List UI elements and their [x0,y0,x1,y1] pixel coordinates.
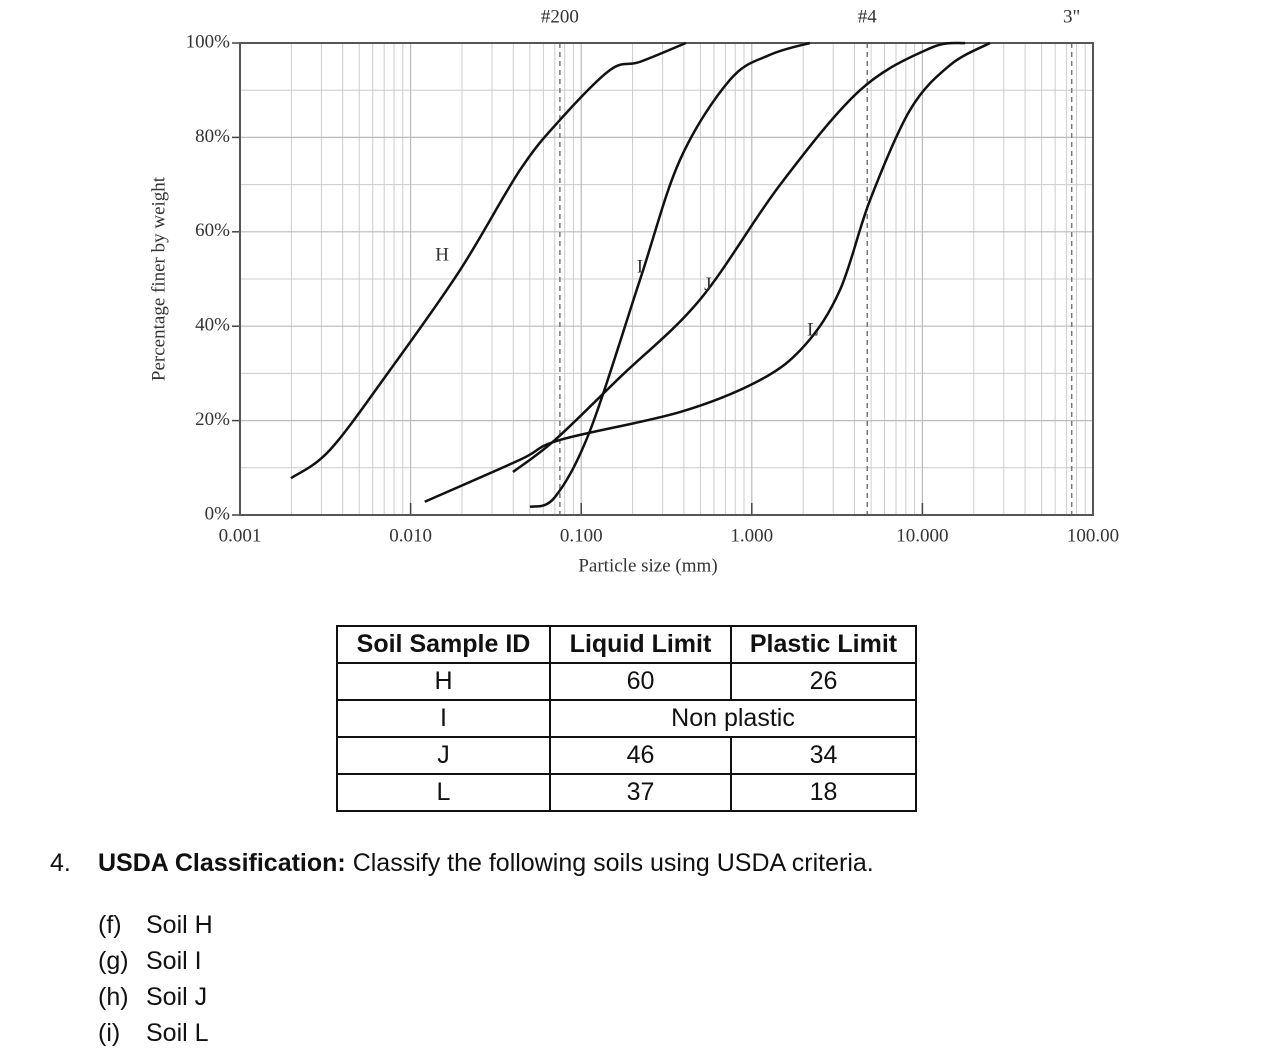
limits-table: Soil Sample ID Liquid Limit Plastic Limit H… [336,625,917,812]
sieve-label: #4 [858,6,878,27]
question-heading: USDA Classification: [98,849,346,877]
curve-label: J [704,274,711,295]
table-row: I Non plastic [336,699,917,738]
item-text: Soil J [146,983,208,1011]
question-number: 4. [50,849,71,877]
curve [529,41,811,509]
question-text: Classify the following soils using USDA … [352,849,874,877]
question: USDA Classification: Classify the follow… [98,849,874,878]
y-tick-label: 80% [195,126,230,147]
item-text: Soil H [146,911,213,939]
y-tick-label: 100% [186,31,231,52]
table-cell: 18 [730,773,917,812]
item-label: (i) [98,1019,121,1047]
y-tick-label: 0% [205,503,231,524]
header-cell: Plastic Limit [730,625,917,664]
sieve-label: 3" [1063,6,1080,27]
table-cell: 37 [549,773,732,812]
x-tick-label: 1.000 [730,525,773,546]
table-cell: 46 [549,736,732,775]
item-label: (g) [98,947,129,975]
sieve-label: #200 [541,6,579,27]
x-tick-label: 100.00 [1067,525,1119,546]
table-cell: 60 [549,662,732,701]
header-cell: Soil Sample ID [336,625,551,664]
y-tick-label: 20% [195,409,230,430]
x-tick-label: 0.010 [389,525,432,546]
table-row: J 46 34 [336,736,917,775]
table-cell: Non plastic [549,699,917,738]
curve [424,41,991,503]
header-row: Soil Sample ID Liquid Limit Plastic Limit [336,625,917,664]
chart: Particle size (mm) Percentage finer by w… [148,6,1119,576]
curve [512,41,966,474]
x-tick-label: 0.001 [219,525,262,546]
x-tick-label: 0.100 [560,525,603,546]
item-label: (f) [98,911,122,939]
table-cell: 34 [730,736,917,775]
item-label: (h) [98,983,129,1011]
header-cell: Liquid Limit [549,625,732,664]
item-text: Soil I [146,947,202,975]
curve-label: L [807,319,819,340]
curve-label: H [435,244,449,265]
curve [290,41,687,480]
plot-frame [239,42,1094,516]
y-tick-label: 40% [195,315,230,336]
x-tick-label: 10.000 [896,525,948,546]
table-cell: J [336,736,551,775]
y-tick-label: 60% [195,220,230,241]
table-cell: 26 [730,662,917,701]
table-cell: H [336,662,551,701]
item-text: Soil L [146,1019,209,1047]
table-row: H 60 26 [336,662,917,701]
y-axis-label: Percentage finer by weight [148,176,169,381]
table-cell: I [336,699,551,738]
x-axis-label: Particle size (mm) [578,555,717,576]
table-row: L 37 18 [336,773,917,812]
table-cell: L [336,773,551,812]
curve-label: I [637,256,643,277]
